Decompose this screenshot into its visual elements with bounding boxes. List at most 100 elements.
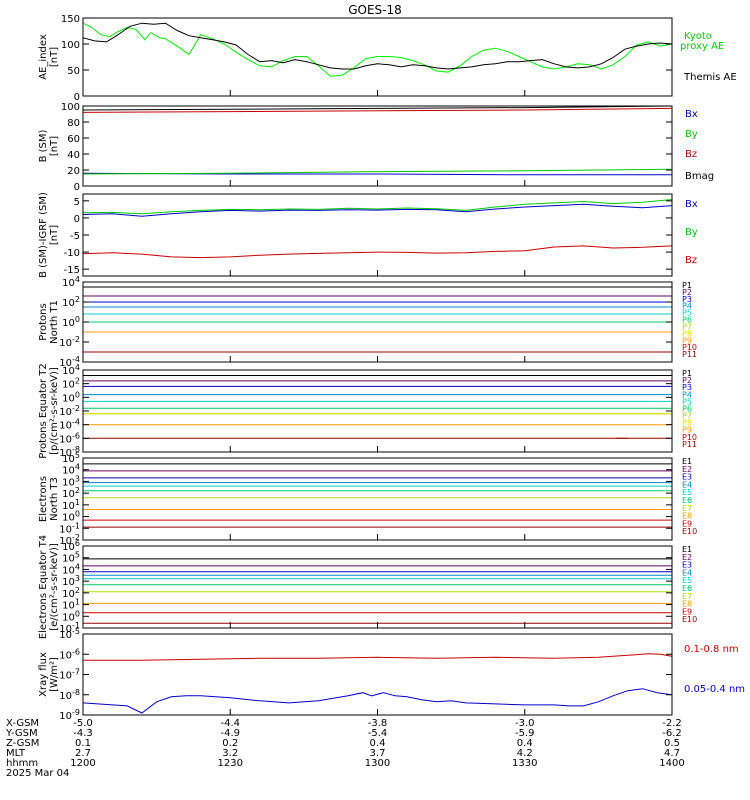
x-axis-value: 1300 <box>365 758 390 769</box>
x-axis-value: 0.4 <box>517 738 533 749</box>
y-axis-label: [W/m²] <box>49 657 60 692</box>
x-axis-value: -6.2 <box>662 728 682 739</box>
y-tick-label: -15 <box>64 265 80 276</box>
legend-entry: E8 <box>682 512 692 521</box>
x-axis-value: 3.2 <box>222 748 238 759</box>
y-tick-label: -10 <box>64 248 80 259</box>
legend-entry: Themis AE <box>683 72 737 83</box>
y-tick-label: 0 <box>74 214 80 225</box>
y-tick-label: 102 <box>62 295 80 309</box>
series-line <box>82 22 673 77</box>
y-tick-label: 5 <box>74 197 80 208</box>
legend-entry: By <box>685 129 698 140</box>
y-tick-label: 150 <box>61 14 80 25</box>
legend: Bx By Bz <box>685 199 698 266</box>
x-axis-value: 1330 <box>512 758 537 769</box>
legend: 0.1-0.8 nm 0.05-0.4 nm <box>684 644 745 695</box>
legend-entry: P6 <box>682 316 692 325</box>
panel-frame <box>82 369 673 453</box>
y-tick-label: 100 <box>62 390 80 404</box>
legend-entry: E1 <box>682 545 692 554</box>
y-tick-label: -5 <box>70 231 80 242</box>
legend-entry: E2 <box>682 465 692 474</box>
y-tick-label: 10-8 <box>59 688 80 702</box>
legend-entry: E5 <box>682 576 692 585</box>
legend-entry: E10 <box>682 615 697 624</box>
y-tick-label: 10-2 <box>59 404 80 418</box>
y-tick-label: 10-5 <box>59 627 80 641</box>
x-axis-row-label: Y-GSM <box>5 728 38 739</box>
legend-entry: P8 <box>682 329 692 338</box>
legend-entry: P6 <box>682 404 692 413</box>
x-axis-value: 1200 <box>70 758 95 769</box>
y-axis-label: Xray flux <box>38 652 49 697</box>
y-tick-label: 0 <box>74 92 80 103</box>
x-axis-value: 0.5 <box>664 738 680 749</box>
y-axis-label: Protons <box>38 303 49 340</box>
legend-entry: P4 <box>682 302 692 311</box>
y-axis-label: B (SM)-IGRF (SM) <box>38 192 49 278</box>
date-label: 2025 Mar 04 <box>6 768 69 779</box>
x-axis-value: -3.8 <box>368 718 388 729</box>
y-axis-label: [nT] <box>49 136 60 156</box>
y-tick-label: 0 <box>74 182 80 193</box>
panel-frame <box>82 457 673 541</box>
y-tick-label: 10-4 <box>59 418 80 432</box>
x-axis-value: 1230 <box>218 758 243 769</box>
legend-entry: E7 <box>682 504 692 513</box>
legend-entry: 0.1-0.8 nm <box>684 644 739 655</box>
y-tick-label: 40 <box>67 150 80 161</box>
legend-entry: proxy AE <box>680 41 724 52</box>
legend-entry: P9 <box>682 336 692 345</box>
legend-entry: 0.05-0.4 nm <box>684 684 745 695</box>
series-line <box>82 199 673 215</box>
y-axis-label: [p/(cm²-s-sr-keV)] <box>49 367 60 455</box>
y-tick-label: 100 <box>61 102 80 113</box>
legend-entry: Bx <box>685 199 698 210</box>
y-axis-label: [nT] <box>49 225 60 245</box>
y-tick-label: 100 <box>61 40 80 51</box>
legend-entry: E2 <box>682 553 692 562</box>
x-axis-row-label: Z-GSM <box>6 738 39 749</box>
legend-entry: Bmag <box>685 171 714 182</box>
x-axis-value: -5.0 <box>73 718 93 729</box>
legend-entry: P9 <box>682 426 692 435</box>
legend-entry: E1 <box>682 457 692 466</box>
y-axis-label: Electrons <box>38 476 49 522</box>
legend-entry: P4 <box>682 390 692 399</box>
legend-entry: Bz <box>685 255 697 266</box>
x-axis-value: 4.2 <box>517 748 533 759</box>
x-axis-value: -5.9 <box>515 728 535 739</box>
x-axis-row-label: MLT <box>6 748 26 759</box>
y-axis-label: North T1 <box>49 300 60 344</box>
legend-entry: E6 <box>682 496 692 505</box>
series-line <box>82 245 673 259</box>
legend-entry: E9 <box>682 607 692 616</box>
series-line <box>83 653 673 661</box>
series-line <box>82 107 673 113</box>
x-axis-value: -3.0 <box>515 718 535 729</box>
legend-entry: E3 <box>682 473 692 482</box>
x-axis-value: -5.4 <box>368 728 388 739</box>
y-tick-label: 10-6 <box>59 647 80 661</box>
y-axis-label: Protons Equator T2 <box>38 363 49 459</box>
legend-entry: E6 <box>682 584 692 593</box>
y-axis-label: [nT] <box>49 47 60 67</box>
y-tick-label: 104 <box>62 363 80 377</box>
legend-entry: P2 <box>682 376 692 385</box>
y-tick-label: 10-7 <box>59 668 80 682</box>
x-axis-row-label: hhmm <box>6 758 38 769</box>
panel-frame <box>82 633 673 716</box>
y-axis-label: North T3 <box>49 477 60 521</box>
legend-entry: P1 <box>682 369 692 378</box>
legend-entry: P10 <box>682 343 697 352</box>
legend-entry: P11 <box>682 440 697 449</box>
legend-entry: P8 <box>682 419 692 428</box>
panel-3: 5 0 -5 -10 -15 B (SM)-IGRF (SM) [nT] Bx By Bz <box>38 192 698 278</box>
x-axis-value: -4.9 <box>220 728 240 739</box>
